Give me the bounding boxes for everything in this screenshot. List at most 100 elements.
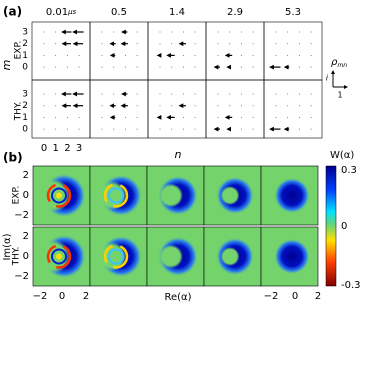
y-tick-label: −2: [14, 271, 29, 282]
grid-dot: [252, 93, 254, 95]
grid-dot: [298, 43, 300, 45]
grid-dot: [194, 93, 196, 95]
wigner-panel: [204, 166, 261, 225]
grid-dot: [113, 93, 115, 95]
grid-dot: [287, 31, 289, 33]
grid-dot: [159, 31, 161, 33]
grid-dot: [113, 31, 115, 33]
grid-dot: [310, 66, 312, 68]
grid-dot: [298, 105, 300, 107]
ring: [46, 183, 72, 208]
grid-dot: [101, 31, 103, 33]
grid-dot: [275, 54, 277, 56]
ring: [51, 187, 67, 204]
time-label: 0.01μs: [46, 7, 77, 18]
time-label: 5.3: [285, 7, 301, 18]
grid-dot: [182, 116, 184, 118]
grid-dot: [194, 128, 196, 130]
legend-label: 1: [337, 91, 342, 100]
grid-dot: [240, 128, 242, 130]
grid-dot: [252, 43, 254, 45]
grid-dot: [310, 105, 312, 107]
x-tick-label: 0: [59, 291, 65, 302]
grid-dot: [43, 31, 45, 33]
arrow-panel: [205, 21, 265, 81]
grid-dot: [66, 116, 68, 118]
wigner-panel: [90, 227, 147, 286]
grid-dot: [43, 93, 45, 95]
x-tick-label: −2: [33, 291, 48, 302]
grid-dot: [136, 31, 138, 33]
y-axis-label: Im(α): [2, 233, 13, 260]
arrow-panel: [205, 79, 265, 139]
grid-dot: [124, 54, 126, 56]
grid-dot: [229, 93, 231, 95]
legend-title: ρmn: [331, 57, 347, 69]
row-label: THY.: [12, 247, 22, 267]
grid-dot: [252, 54, 254, 56]
grid-dot: [240, 66, 242, 68]
grid-dot: [78, 116, 80, 118]
colorbar: [325, 165, 337, 287]
grid-dot: [240, 93, 242, 95]
time-unit: μs: [67, 8, 76, 16]
colorbar-tick: 0.3: [341, 165, 357, 176]
x-tick-label: 0: [41, 143, 47, 154]
grid-dot: [101, 105, 103, 107]
grid-dot: [171, 128, 173, 130]
grid-dot: [275, 116, 277, 118]
grid-dot: [217, 31, 219, 33]
wigner-panel: [204, 227, 261, 286]
arrow-panel: [89, 21, 149, 81]
y-axis-label: m: [0, 60, 13, 71]
grid-dot: [101, 128, 103, 130]
grid-dot: [171, 66, 173, 68]
grid-dot: [217, 116, 219, 118]
grid-dot: [159, 43, 161, 45]
grid-dot: [182, 93, 184, 95]
ring: [51, 248, 67, 265]
grid-dot: [136, 128, 138, 130]
grid-dot: [66, 128, 68, 130]
grid-dot: [159, 105, 161, 107]
grid-dot: [78, 54, 80, 56]
grid-dot: [298, 93, 300, 95]
grid-dot: [310, 31, 312, 33]
grid-dot: [217, 54, 219, 56]
grid-dot: [240, 116, 242, 118]
grid-dot: [78, 128, 80, 130]
grid-dot: [252, 31, 254, 33]
x-tick-label: 1: [53, 143, 59, 154]
grid-dot: [43, 128, 45, 130]
grid-dot: [310, 54, 312, 56]
grid-dot: [159, 128, 161, 130]
grid-dot: [55, 93, 57, 95]
ring: [103, 244, 129, 269]
y-tick-label: 0: [23, 190, 29, 201]
grid-dot: [55, 105, 57, 107]
grid-dot: [43, 116, 45, 118]
grid-dot: [43, 66, 45, 68]
grid-dot: [310, 128, 312, 130]
grid-dot: [136, 66, 138, 68]
grid-dot: [287, 116, 289, 118]
x-axis-label: Re(α): [164, 292, 191, 303]
grid-dot: [171, 43, 173, 45]
y-tick-label: −2: [14, 210, 29, 221]
time-label: 1.4: [169, 7, 185, 18]
grid-dot: [171, 93, 173, 95]
arrow-panel: [263, 21, 323, 81]
legend-label: i: [326, 74, 329, 83]
time-value: 5.3: [285, 7, 301, 18]
grid-dot: [124, 66, 126, 68]
grid-dot: [171, 105, 173, 107]
time-value: 2.9: [227, 7, 243, 18]
panel-b: (b) W(α) 0.3 0 -0.3 Im(α) EXP. THY. Re(α…: [2, 150, 361, 303]
grid-dot: [66, 66, 68, 68]
grid-dot: [43, 105, 45, 107]
grid-dot: [101, 43, 103, 45]
y-tick-label: 3: [22, 90, 28, 100]
grid-dot: [252, 116, 254, 118]
grid-dot: [240, 31, 242, 33]
row-label: EXP.: [14, 41, 24, 60]
